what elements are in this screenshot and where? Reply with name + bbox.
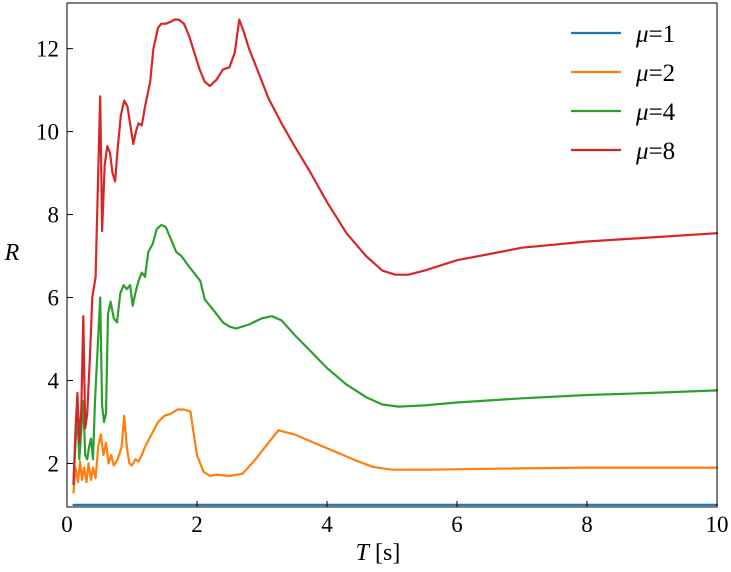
series-line-3 (72, 223, 719, 486)
y-tick-label: 4 (48, 368, 60, 393)
series-line-4 (72, 18, 719, 486)
legend-label-1: μ=1 (635, 21, 675, 48)
x-tick-label: 2 (191, 512, 203, 537)
legend: μ=1 μ=2 μ=4 μ=8 (571, 21, 676, 165)
x-tick-label: 6 (451, 512, 463, 537)
series-lines (72, 18, 719, 506)
y-axis-label: R (4, 240, 20, 266)
y-tick-label: 12 (36, 37, 59, 62)
series-line-2 (72, 408, 719, 494)
axis-ticks: 0 2 4 6 8 10 2 4 6 8 10 12 (36, 37, 729, 537)
legend-label-4: μ=8 (635, 138, 675, 165)
x-axis-label-symbol: T (356, 540, 371, 566)
x-axis-label-unit: [s] (369, 540, 400, 566)
y-tick-label: 8 (48, 203, 60, 228)
y-tick-label: 2 (48, 451, 60, 476)
x-axis-label: T [s] (356, 540, 401, 566)
plot-frame (66, 2, 718, 508)
x-tick-label: 4 (321, 512, 333, 537)
x-tick-label: 8 (581, 512, 593, 537)
legend-label-2: μ=2 (635, 60, 675, 87)
legend-label-3: μ=4 (635, 99, 676, 126)
y-tick-label: 6 (48, 286, 60, 311)
x-tick-label: 0 (61, 512, 73, 537)
x-tick-label: 10 (706, 512, 729, 537)
y-tick-label: 10 (36, 120, 59, 145)
